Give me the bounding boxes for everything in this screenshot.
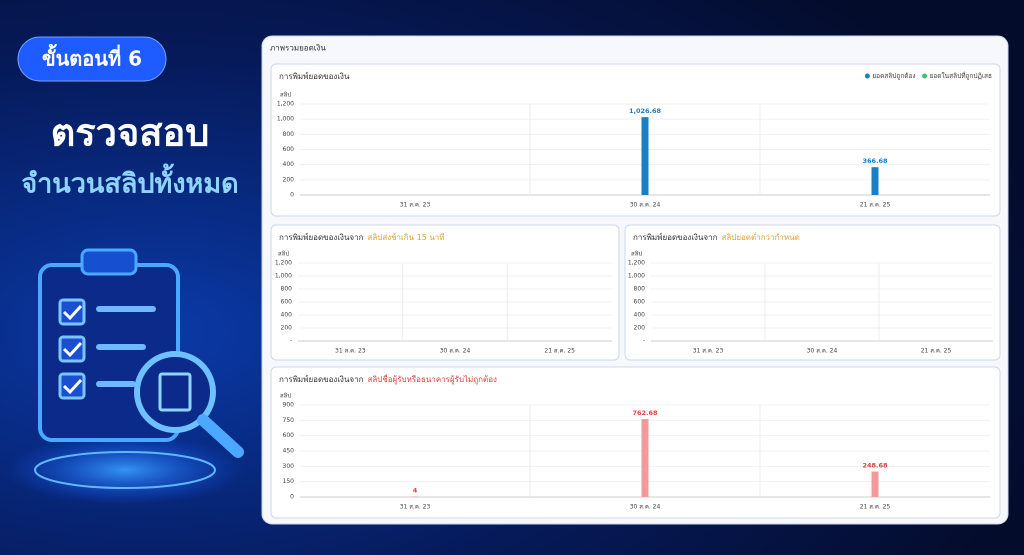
chart-title-text: การพิมพ์ยอดของเงินจาก: [279, 232, 364, 242]
value-label: 1,026.68: [629, 107, 662, 115]
x-tick-label: 31 ส.ค. 23: [400, 504, 431, 511]
step-label: ขั้นตอนที่ 6: [42, 44, 142, 71]
x-tick-label: 30 ส.ค. 24: [630, 202, 661, 209]
chart-card: [624, 224, 1001, 361]
y-tick-label: -: [643, 338, 645, 345]
legend-label: ยอดสลิปถูกต้อง: [872, 72, 915, 80]
value-label: 248.68: [862, 462, 888, 470]
chart-title-emphasis: สลิปส่งช้าเกิน 15 นาที: [367, 233, 444, 242]
y-tick-label: 200: [634, 325, 646, 332]
y-axis-label: สลิป: [631, 251, 642, 258]
chart-card: [270, 366, 1001, 519]
chart-title: การพิมพ์ยอดของเงินจาก สลิปส่งช้าเกิน 15 น…: [279, 232, 445, 242]
y-axis-label: สลิป: [280, 393, 291, 400]
legend-swatch: [922, 73, 928, 79]
y-tick-label: 450: [283, 448, 295, 455]
x-tick-label: 30 ส.ค. 24: [440, 348, 471, 355]
y-tick-label: 150: [283, 478, 295, 485]
y-axis-label: สลิป: [280, 92, 291, 99]
y-tick-label: 900: [283, 402, 295, 409]
y-tick-label: 200: [283, 176, 295, 183]
x-tick-label: 21 ส.ค. 25: [860, 504, 891, 511]
y-tick-label: 400: [283, 161, 295, 168]
step-badge: [17, 36, 167, 82]
chart-title-emphasis: สลิปยอดต่ำกว่ากำหนด: [721, 231, 799, 242]
chart-title-text: การพิมพ์ยอดของเงิน: [279, 71, 350, 81]
y-tick-label: 800: [634, 286, 646, 293]
bar: [641, 117, 649, 195]
legend-label: ยอดในสลิปที่ถูกปฏิเสธ: [930, 71, 992, 80]
y-tick-label: 800: [283, 131, 295, 138]
bar: [641, 419, 649, 497]
y-tick-label: 600: [281, 299, 293, 306]
x-tick-label: 31 ส.ค. 23: [335, 348, 366, 355]
value-label: 762.68: [632, 409, 658, 417]
chart-title-emphasis: สลิปชื่อผู้รับหรือธนาคารผู้รับไม่ถูกต้อง: [367, 373, 497, 385]
y-tick-label: 1,000: [275, 273, 292, 280]
y-tick-label: -: [290, 338, 292, 345]
x-tick-label: 21 ส.ค. 25: [921, 348, 952, 355]
chart-card: [270, 224, 620, 361]
chart-title: การพิมพ์ยอดของเงินจาก สลิปชื่อผู้รับหรือธ…: [279, 373, 497, 385]
panel-title: ภาพรวมยอดเงิน: [270, 44, 326, 53]
chart-card: [270, 63, 1001, 217]
value-label: 366.68: [862, 157, 888, 165]
x-tick-label: 30 ส.ค. 24: [630, 504, 661, 511]
chart-title-text: การพิมพ์ยอดของเงินจาก: [279, 374, 364, 384]
y-tick-label: 800: [281, 286, 293, 293]
clipboard-illustration: [5, 248, 245, 505]
bar: [871, 471, 879, 497]
chart-title-text: การพิมพ์ยอดของเงินจาก: [633, 232, 718, 242]
y-tick-label: 600: [283, 146, 295, 153]
y-tick-label: 0: [290, 192, 294, 199]
y-axis-label: สลิป: [278, 251, 289, 258]
hero-title: ตรวจสอบ: [51, 111, 210, 155]
y-tick-label: 1,000: [277, 116, 294, 123]
chart-title: การพิมพ์ยอดของเงิน: [279, 71, 350, 81]
x-tick-label: 31 ส.ค. 23: [400, 202, 431, 209]
y-tick-label: 400: [634, 312, 646, 319]
y-tick-label: 600: [634, 299, 646, 306]
hero-subtitle: จำนวนสลิปทั้งหมด: [21, 163, 238, 200]
bar: [411, 496, 419, 498]
y-tick-label: 750: [283, 417, 295, 424]
y-tick-label: 200: [281, 325, 293, 332]
y-tick-label: 1,200: [277, 101, 294, 108]
y-tick-label: 300: [283, 463, 295, 470]
y-tick-label: 600: [283, 432, 295, 439]
value-label: 4: [413, 487, 418, 495]
y-tick-label: 1,200: [628, 260, 645, 267]
y-tick-label: 0: [290, 494, 294, 501]
chart-title: การพิมพ์ยอดของเงินจาก สลิปยอดต่ำกว่ากำหนด: [633, 231, 800, 242]
y-tick-label: 400: [281, 312, 293, 319]
legend-swatch: [864, 73, 870, 79]
x-tick-label: 21 ส.ค. 25: [544, 348, 575, 355]
y-tick-label: 1,200: [275, 260, 292, 267]
y-tick-label: 1,000: [628, 273, 645, 280]
x-tick-label: 30 ส.ค. 24: [807, 348, 838, 355]
x-tick-label: 31 ส.ค. 23: [693, 348, 724, 355]
bar: [871, 167, 879, 195]
x-tick-label: 21 ส.ค. 25: [860, 202, 891, 209]
